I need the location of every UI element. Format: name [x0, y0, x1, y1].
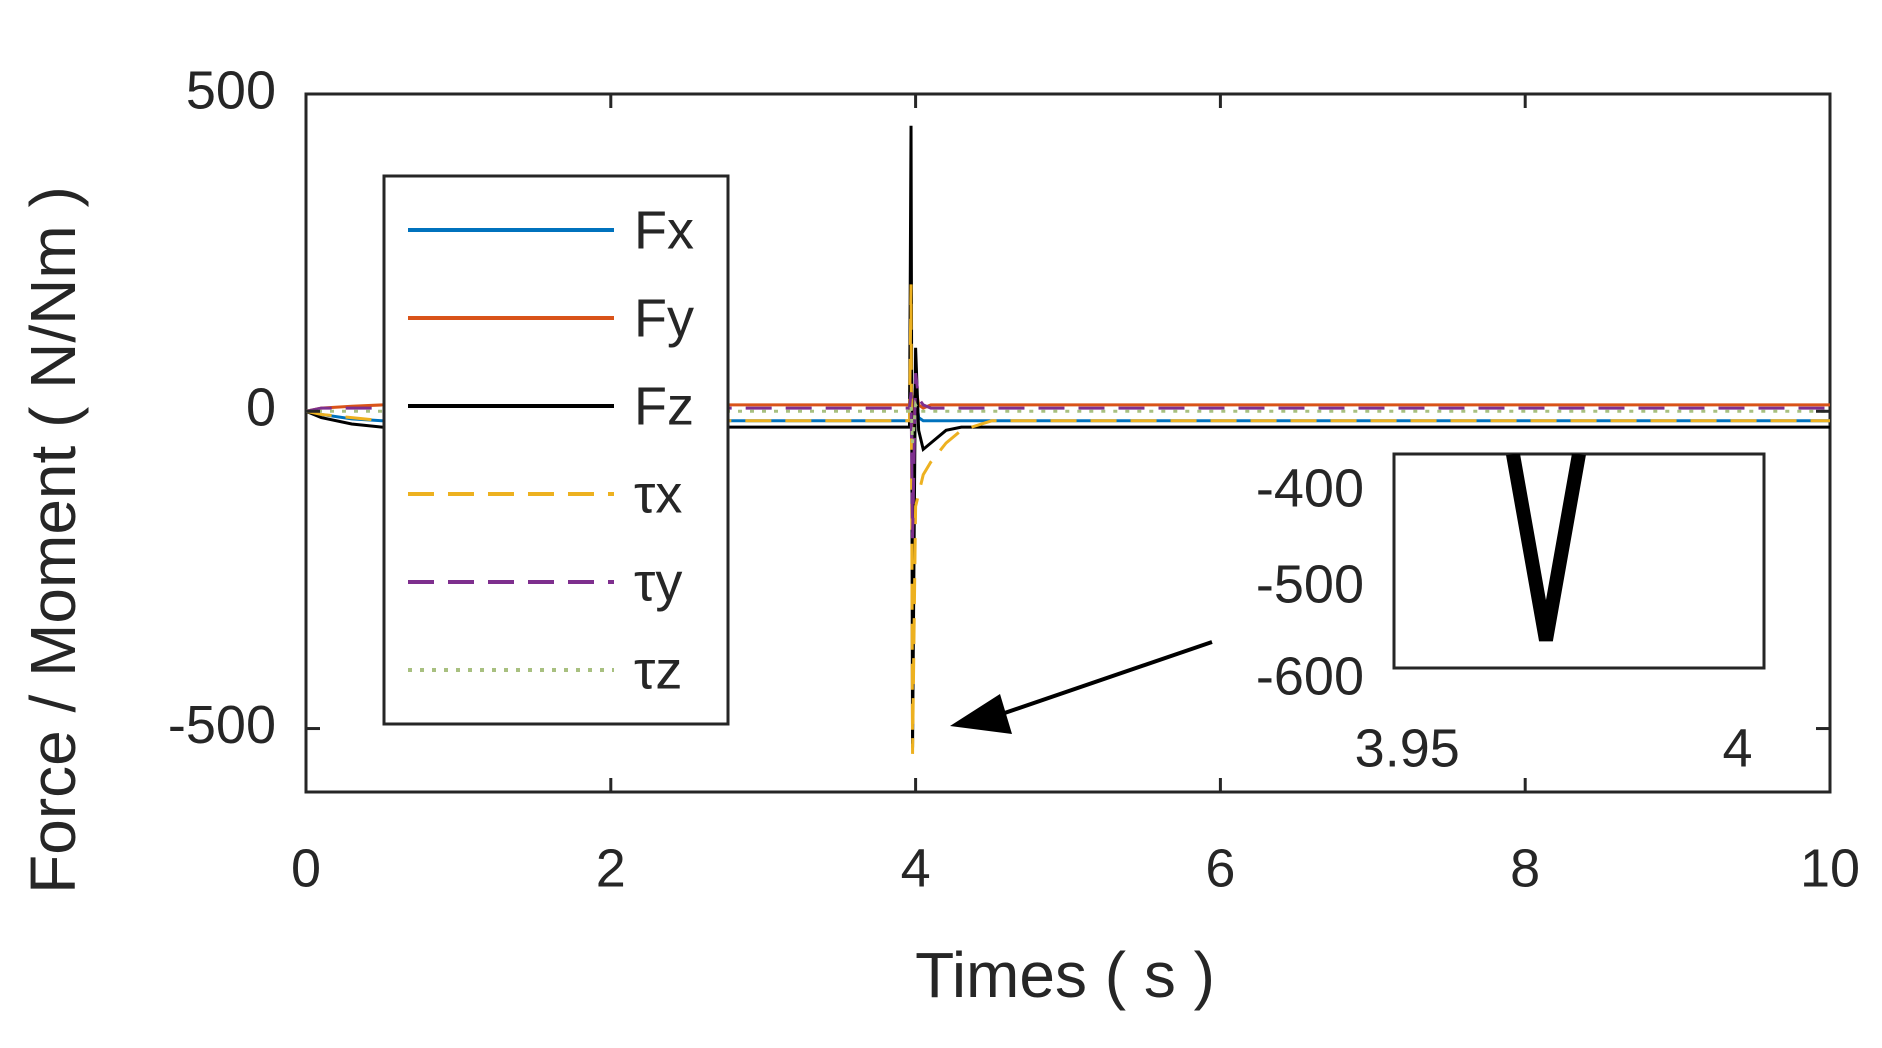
x-tick-label: 4 [1723, 718, 1753, 778]
series-line [306, 399, 1830, 444]
y-tick-label: 0 [246, 378, 276, 438]
x-tick-label: 0 [291, 838, 321, 898]
series-line [1506, 454, 1586, 642]
legend-label: τx [634, 464, 682, 524]
x-tick-label: 10 [1800, 838, 1860, 898]
legend-label: τz [634, 640, 682, 700]
y-tick-label: -600 [1256, 646, 1364, 706]
legend-label: Fz [634, 376, 694, 436]
annotation-arrow [989, 640, 1213, 720]
arrow-head [950, 694, 1012, 734]
y-tick-label: -400 [1256, 458, 1364, 518]
x-tick-label: 4 [901, 838, 931, 898]
y-axis-label: Force / Moment ( N/Nm ) [17, 186, 89, 894]
y-tick-label: -500 [168, 695, 276, 755]
x-tick-label: 6 [1205, 838, 1235, 898]
inset-lines [1506, 454, 1586, 642]
legend-label: Fx [634, 200, 694, 260]
legend-label: τy [634, 552, 682, 612]
legend [382, 174, 730, 726]
x-tick-label: 8 [1510, 838, 1540, 898]
x-axis-label: Times ( s ) [915, 939, 1215, 1011]
x-tick-label: 3.95 [1355, 718, 1460, 778]
legend-label: Fy [634, 288, 694, 348]
y-tick-label: -500 [1256, 554, 1364, 614]
x-tick-label: 2 [596, 838, 626, 898]
y-tick-label: 500 [186, 60, 276, 120]
